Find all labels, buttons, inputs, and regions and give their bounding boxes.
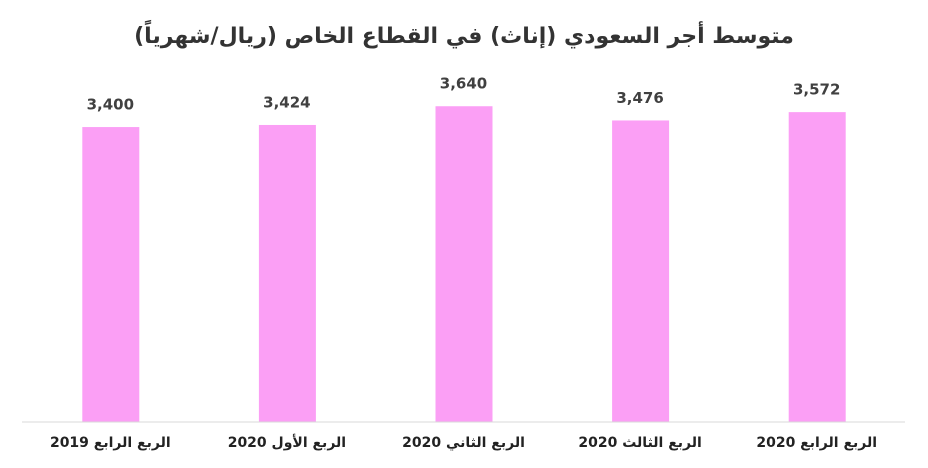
x-tick-label: الربع الثاني 2020 — [402, 435, 525, 451]
bar — [435, 106, 493, 422]
value-label: 3,572 — [793, 81, 840, 99]
bar — [258, 124, 316, 422]
value-label: 3,640 — [440, 75, 487, 93]
bar — [788, 112, 846, 422]
value-label: 3,424 — [263, 93, 310, 111]
chart-title: متوسط أجر السعودي (إناث) في القطاع الخاص… — [134, 19, 794, 49]
x-tick-label: الربع الرابع 2020 — [756, 435, 877, 451]
value-label: 3,476 — [616, 89, 663, 107]
bar — [82, 127, 140, 423]
x-tick-label: الربع الرابع 2019 — [50, 435, 171, 451]
x-tick-label: الربع الأول 2020 — [228, 434, 346, 451]
x-tick-label: الربع الثالث 2020 — [578, 435, 701, 451]
value-label: 3,400 — [87, 96, 134, 114]
bar — [612, 120, 670, 422]
